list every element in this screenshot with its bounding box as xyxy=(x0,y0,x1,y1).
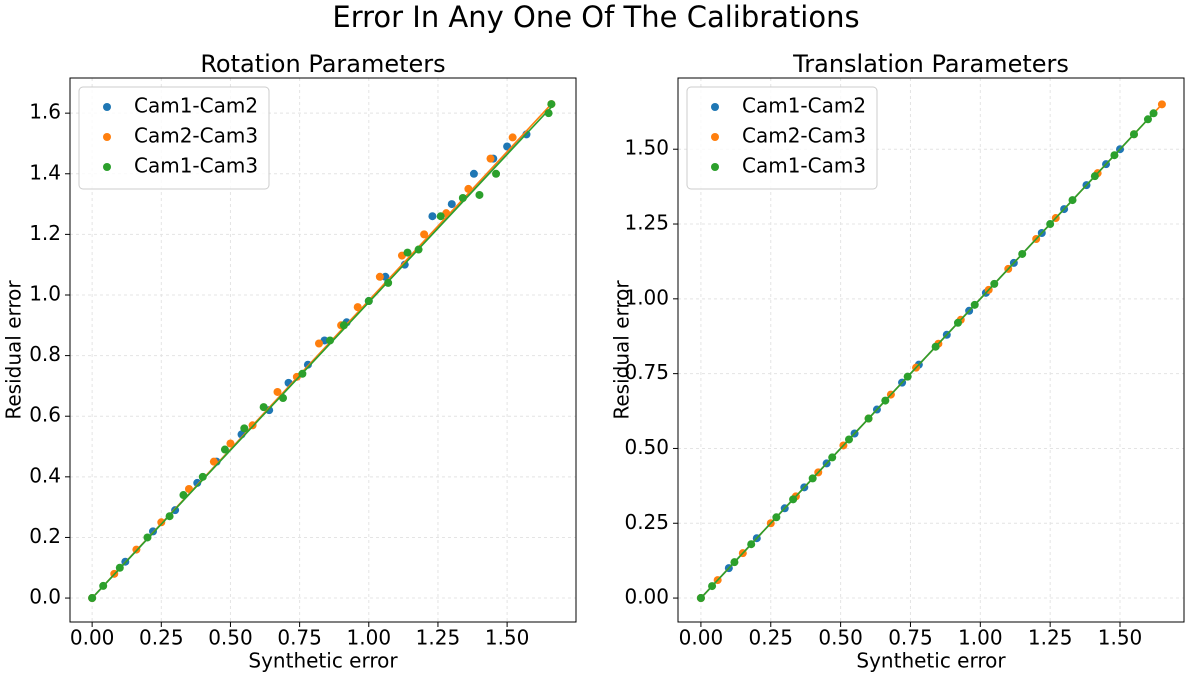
point xyxy=(381,272,390,281)
x-tick-label: 0.00 xyxy=(679,626,724,650)
x-tick-label: 1.00 xyxy=(958,626,1003,650)
x-tick-label: 1.25 xyxy=(1028,626,1073,650)
x-tick-label: 0.75 xyxy=(888,626,933,650)
legend-marker xyxy=(103,133,111,141)
point xyxy=(273,387,282,396)
x-tick-label: 0.00 xyxy=(70,626,115,650)
fit-line xyxy=(91,106,552,599)
x-tick-label: 1.50 xyxy=(485,626,530,650)
point xyxy=(259,403,268,412)
y-tick-label: 1.25 xyxy=(624,211,669,235)
y-tick-label: 0.0 xyxy=(29,585,61,609)
point xyxy=(375,272,384,281)
x-tick-label: 0.25 xyxy=(139,626,184,650)
axes-frame xyxy=(677,77,1185,623)
legend-box xyxy=(78,86,270,190)
y-tick-label: 0.75 xyxy=(624,360,669,384)
y-tick-label: 0.25 xyxy=(624,510,669,534)
point xyxy=(403,248,412,257)
point xyxy=(220,445,229,454)
y-tick-label: 0.2 xyxy=(29,524,61,548)
point xyxy=(209,457,218,466)
point xyxy=(436,212,445,221)
legend: Cam1-Cam2 Cam2-Cam3 Cam1-Cam3 xyxy=(78,86,270,190)
legend-label: Cam1-Cam2 xyxy=(742,94,866,118)
point xyxy=(240,424,249,433)
x-tick-label: 1.25 xyxy=(416,626,461,650)
legend-label: Cam2-Cam3 xyxy=(742,124,866,148)
y-tick-label: 0.00 xyxy=(624,585,669,609)
y-tick-label: 1.2 xyxy=(29,221,61,245)
y-tick-label: 0.50 xyxy=(624,435,669,459)
x-tick-label: 0.50 xyxy=(818,626,863,650)
x-tick-label: 0.25 xyxy=(748,626,793,650)
legend-marker xyxy=(103,103,111,111)
point xyxy=(226,439,235,448)
point xyxy=(428,212,437,221)
point xyxy=(447,200,456,209)
axes-title: Rotation Parameters xyxy=(200,50,445,78)
x-axis-label: Synthetic error xyxy=(856,649,1006,673)
x-axis-label: Synthetic error xyxy=(248,649,398,673)
y-tick-label: 0.6 xyxy=(29,403,61,427)
point xyxy=(547,100,556,109)
legend-marker xyxy=(103,163,111,171)
legend-label: Cam1-Cam3 xyxy=(742,154,866,178)
y-axis-label: Residual error xyxy=(2,280,26,420)
x-tick-label: 0.50 xyxy=(208,626,253,650)
y-tick-label: 1.0 xyxy=(29,281,61,305)
point xyxy=(486,154,495,163)
point xyxy=(198,472,207,481)
y-tick-label: 1.00 xyxy=(624,285,669,309)
y-axis-label: Residual error xyxy=(610,280,634,420)
point xyxy=(179,491,188,500)
point xyxy=(143,533,152,542)
legend-box xyxy=(686,86,878,190)
axes-title: Translation Parameters xyxy=(792,50,1069,78)
point xyxy=(475,190,484,199)
y-tick-label: 0.8 xyxy=(29,342,61,366)
y-tick-label: 1.6 xyxy=(29,100,61,124)
legend-marker xyxy=(711,163,719,171)
point xyxy=(157,518,166,527)
y-tick-label: 1.50 xyxy=(624,136,669,160)
axes-frame xyxy=(69,77,577,623)
legend-label: Cam2-Cam3 xyxy=(134,124,258,148)
point xyxy=(420,230,429,239)
x-tick-label: 1.50 xyxy=(1098,626,1143,650)
legend-marker xyxy=(711,103,719,111)
point xyxy=(314,339,323,348)
legend-marker xyxy=(711,133,719,141)
y-tick-label: 0.4 xyxy=(29,463,61,487)
y-tick-label: 1.4 xyxy=(29,160,61,184)
x-tick-label: 1.00 xyxy=(347,626,392,650)
point xyxy=(492,169,501,178)
point xyxy=(193,478,202,487)
legend: Cam1-Cam2 Cam2-Cam3 Cam1-Cam3 xyxy=(686,86,878,190)
fit-line xyxy=(700,112,1155,599)
x-tick-label: 0.75 xyxy=(277,626,322,650)
point xyxy=(469,169,478,178)
figure-title: Error In Any One Of The Calibrations xyxy=(332,0,859,34)
legend-label: Cam1-Cam3 xyxy=(134,154,258,178)
legend-label: Cam1-Cam2 xyxy=(134,94,258,118)
point xyxy=(508,133,517,142)
